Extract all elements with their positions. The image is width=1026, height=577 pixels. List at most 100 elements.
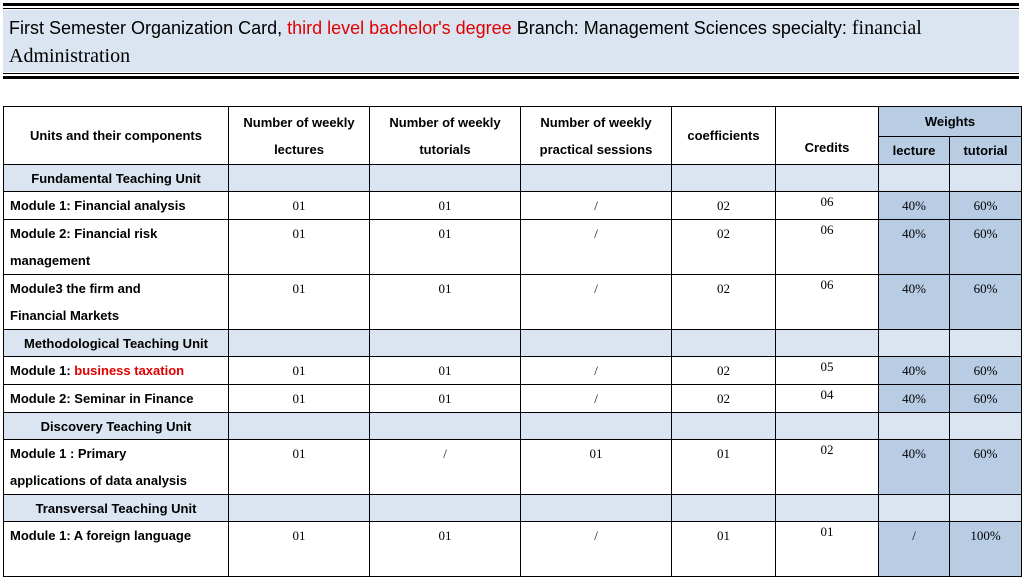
unit-row: Discovery Teaching Unit [3,412,1023,440]
practical-cell: / [520,384,672,413]
top-double-rule [3,3,1019,6]
module-name-cell: Module3 the firm and Financial Markets [3,274,229,330]
module-row: Module 1 : Primary applications of data a… [3,439,1023,495]
tutorials-cell: 01 [369,356,521,385]
weight-lecture-cell: 40% [878,191,950,220]
weight-lecture-cell: 40% [878,219,950,275]
empty-weight-cell [948,164,1023,192]
lectures-cell: 01 [228,521,370,577]
coefficient-cell: 02 [671,356,776,385]
module-row: Module 2: Seminar in Finance 01 01/02 04 40%… [3,384,1023,413]
unit-name: Methodological Teaching Unit [3,329,229,357]
credits-cell: 06 [775,191,879,220]
module-row: Module3 the firm and Financial Markets 01 0… [3,274,1023,330]
module-name-cell: Module 2: Financial risk management [3,219,229,275]
coefficient-cell: 02 [671,384,776,413]
col-header-weights: Weights [877,106,1023,137]
tutorials-cell: / [369,439,521,495]
empty-weight-cell [948,329,1023,357]
weight-tutorial-cell: 60% [948,384,1023,413]
empty-cell [520,412,672,440]
lectures-cell: 01 [228,274,370,330]
module-name-cell: Module 1: A foreign language [3,521,229,577]
col-header-units: Units and their components [3,106,229,165]
empty-cell [520,329,672,357]
title-degree: third level bachelor's degree [287,18,512,38]
empty-cell [228,494,370,522]
weight-lecture-cell: 40% [878,384,950,413]
module-name-cont: applications of data analysis [10,473,187,488]
module-name-cont: Financial Markets [10,308,120,323]
module-row: Module 1: business taxation 01 01/02 05 40% 6… [3,356,1023,385]
unit-row: Fundamental Teaching Unit [3,164,1023,192]
practical-cell: / [520,521,672,577]
weight-tutorial-cell: 60% [948,356,1023,385]
module-name-cell: Module 1 : Primary applications of data a… [3,439,229,495]
module-name: A foreign language [73,528,192,543]
empty-cell [369,329,521,357]
weight-tutorial-cell: 100% [948,521,1023,577]
module-row: Module 1: Financial analysis 01 01/02 06 40%… [3,191,1023,220]
empty-cell [228,164,370,192]
empty-weight-cell [878,329,950,357]
page-title-line1: First Semester Organization Card, third … [9,14,1013,42]
coefficient-cell: 02 [671,274,776,330]
module-row: Module 2: Financial risk management 01 01/0… [3,219,1023,275]
empty-cell [369,164,521,192]
unit-name: Transversal Teaching Unit [3,494,229,522]
practical-cell: / [520,219,672,275]
empty-cell [228,329,370,357]
empty-cell [520,494,672,522]
header-double-rule [3,76,1019,79]
empty-cell [228,412,370,440]
credits-cell: 06 [775,274,879,330]
module-name: Seminar in Finance [74,391,194,406]
weight-lecture-cell: 40% [878,439,950,495]
credits-cell: 01 [775,521,879,577]
lectures-cell: 01 [228,219,370,275]
empty-cell [775,164,879,192]
empty-weight-cell [878,494,950,522]
module-prefix: Module3 [10,281,67,296]
empty-cell [671,494,776,522]
col-header-weight-tutorial: tutorial [948,136,1023,165]
module-prefix: Module 1: [10,528,74,543]
header-thin-rule [3,73,1019,74]
module-name-cell: Module 1: business taxation [3,356,229,385]
tutorials-cell: 01 [369,191,521,220]
col-header-practical: Number of weekly practical sessions [520,106,672,165]
page-header: First Semester Organization Card, third … [3,10,1019,72]
module-name: Primary [77,446,127,461]
col-header-tutorials: Number of weekly tutorials [369,106,521,165]
weight-tutorial-cell: 60% [948,219,1023,275]
empty-cell [671,412,776,440]
lectures-cell: 01 [228,439,370,495]
empty-weight-cell [878,164,950,192]
lectures-cell: 01 [228,356,370,385]
tutorials-cell: 01 [369,521,521,577]
module-name: business taxation [74,363,185,378]
practical-cell: 01 [520,439,672,495]
coefficient-cell: 01 [671,439,776,495]
col-header-credits: Credits [775,106,879,165]
weight-tutorial-cell: 60% [948,439,1023,495]
title-part2: Branch: Management Sciences specialty: [511,18,852,38]
weight-lecture-cell: 40% [878,274,950,330]
module-name: Financial risk [74,226,158,241]
practical-cell: / [520,356,672,385]
module-name: the firm and [66,281,141,296]
coefficient-cell: 01 [671,521,776,577]
module-name-cell: Module 1: Financial analysis [3,191,229,220]
empty-cell [775,412,879,440]
title-part1: First Semester Organization Card, [9,18,288,38]
weight-lecture-cell: 40% [878,356,950,385]
module-row: Module 1: A foreign language 01 01/01 01/10… [3,521,1023,577]
unit-name: Discovery Teaching Unit [3,412,229,440]
tutorials-cell: 01 [369,219,521,275]
empty-cell [775,329,879,357]
weight-tutorial-cell: 60% [948,274,1023,330]
empty-weight-cell [878,412,950,440]
organization-table: Units and their components Number of wee… [3,106,1023,577]
weight-tutorial-cell: 60% [948,191,1023,220]
module-name-cell: Module 2: Seminar in Finance [3,384,229,413]
